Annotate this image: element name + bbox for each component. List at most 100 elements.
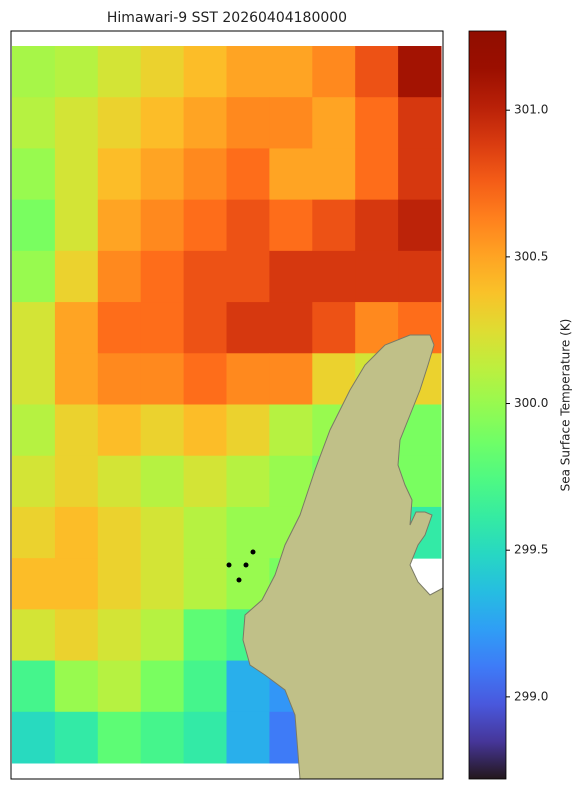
sst-cell bbox=[312, 46, 356, 98]
station-dot bbox=[250, 549, 256, 555]
sst-cell bbox=[183, 148, 227, 201]
sst-cell bbox=[140, 46, 185, 98]
colorbar-label: Sea Surface Temperature (K) bbox=[559, 319, 573, 492]
sst-cell bbox=[140, 97, 185, 149]
sst-cell bbox=[183, 250, 227, 303]
sst-cell bbox=[97, 97, 142, 149]
colorbar-tick-label: 299.5 bbox=[514, 543, 548, 557]
sst-cell bbox=[12, 97, 56, 149]
sst-cell bbox=[355, 250, 399, 303]
sst-cell bbox=[398, 46, 442, 98]
sst-cell bbox=[183, 558, 227, 610]
sst-cell bbox=[140, 609, 185, 662]
sst-cell bbox=[140, 455, 185, 508]
sst-cell bbox=[12, 455, 56, 508]
sst-cell bbox=[54, 250, 99, 303]
sst-cell bbox=[140, 506, 185, 559]
sst-cell bbox=[97, 506, 142, 559]
sst-cell bbox=[355, 199, 399, 252]
sst-cell bbox=[12, 506, 56, 559]
sst-cell bbox=[226, 455, 270, 508]
sst-cell bbox=[54, 302, 99, 354]
station-dot bbox=[236, 577, 242, 583]
sst-cell bbox=[269, 250, 313, 303]
sst-cell bbox=[54, 455, 99, 508]
sst-cell bbox=[226, 711, 270, 764]
sst-cell bbox=[226, 199, 270, 252]
sst-cell bbox=[12, 302, 56, 354]
sst-cell bbox=[183, 353, 227, 405]
sst-cell bbox=[12, 558, 56, 610]
sst-cell bbox=[140, 353, 185, 405]
sst-cell bbox=[140, 404, 185, 457]
title: Himawari-9 SST 20260404180000 bbox=[107, 10, 347, 26]
sst-cell bbox=[226, 250, 270, 303]
sst-cell bbox=[398, 148, 442, 201]
sst-cell bbox=[269, 302, 313, 354]
colorbar-tick-label: 301.0 bbox=[514, 103, 548, 117]
sst-cell bbox=[226, 302, 270, 354]
sst-cell bbox=[355, 148, 399, 201]
sst-cell bbox=[269, 404, 313, 457]
sst-cell bbox=[183, 660, 227, 713]
sst-cell bbox=[183, 455, 227, 508]
map-frame bbox=[10, 30, 444, 780]
sst-cell bbox=[97, 609, 142, 662]
sst-cell bbox=[183, 199, 227, 252]
sst-cell bbox=[226, 46, 270, 98]
sst-cell bbox=[140, 148, 185, 201]
colorbar-tick-label: 300.0 bbox=[514, 396, 548, 410]
sst-cell bbox=[226, 353, 270, 405]
sst-cell bbox=[54, 353, 99, 405]
sst-cell bbox=[97, 455, 142, 508]
sst-cell bbox=[355, 97, 399, 149]
sst-cell bbox=[183, 506, 227, 559]
colorbar-tick-label: 300.5 bbox=[514, 249, 548, 263]
sst-cell bbox=[226, 506, 270, 559]
sst-cell bbox=[183, 609, 227, 662]
sst-cell bbox=[183, 711, 227, 764]
sst-cell bbox=[226, 148, 270, 201]
sst-cell bbox=[54, 97, 99, 149]
colorbar bbox=[468, 30, 507, 780]
sst-cell bbox=[54, 711, 99, 764]
sst-cell bbox=[97, 46, 142, 98]
sst-cell bbox=[54, 46, 99, 98]
sst-cell bbox=[183, 97, 227, 149]
sst-cell bbox=[269, 97, 313, 149]
sst-cell bbox=[12, 660, 56, 713]
sst-cell bbox=[12, 46, 56, 98]
sst-cell bbox=[183, 302, 227, 354]
sst-cell bbox=[97, 148, 142, 201]
station-dot bbox=[243, 562, 249, 568]
sst-cell bbox=[54, 558, 99, 610]
sst-cell bbox=[12, 609, 56, 662]
sst-cell bbox=[312, 302, 356, 354]
sst-cell bbox=[12, 711, 56, 764]
sst-cell bbox=[226, 404, 270, 457]
sst-cell bbox=[226, 97, 270, 149]
sst-cell bbox=[54, 199, 99, 252]
sst-cell bbox=[312, 97, 356, 149]
sst-cell bbox=[12, 353, 56, 405]
sst-cell bbox=[97, 711, 142, 764]
colorbar-tick-label: 299.0 bbox=[514, 689, 548, 703]
sst-cell bbox=[269, 46, 313, 98]
station-dot bbox=[226, 562, 232, 568]
sst-cell bbox=[54, 148, 99, 201]
sst-cell bbox=[312, 199, 356, 252]
sst-cell bbox=[54, 506, 99, 559]
sst-cell bbox=[140, 558, 185, 610]
sst-cell bbox=[97, 353, 142, 405]
sst-cell bbox=[398, 250, 442, 303]
sst-cell bbox=[12, 250, 56, 303]
sst-cell bbox=[269, 199, 313, 252]
sst-cell bbox=[355, 46, 399, 98]
sst-cell bbox=[12, 199, 56, 252]
sst-cell bbox=[97, 558, 142, 610]
sst-cell bbox=[312, 148, 356, 201]
sst-cell bbox=[140, 199, 185, 252]
stations bbox=[226, 549, 256, 583]
sst-cell bbox=[269, 148, 313, 201]
